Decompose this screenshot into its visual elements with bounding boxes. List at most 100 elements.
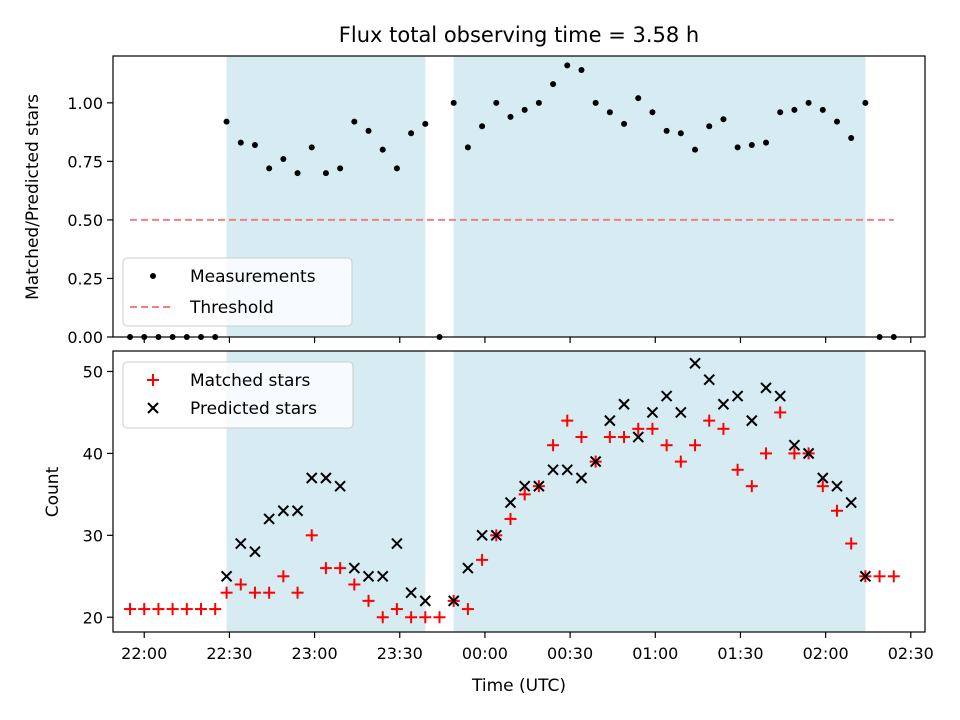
bottom-panel: 20 30 40 50 22:00 22:30 23:00 23:30 00:00 00:30 0…: [43, 350, 934, 696]
measurements-point: [578, 67, 585, 74]
matched-stars-point: [603, 431, 616, 444]
top-y-tick-label: 0.50: [67, 211, 103, 230]
matched-stars-point: [873, 570, 886, 583]
matched-stars-point: [461, 603, 474, 616]
matched-stars-point: [362, 594, 375, 607]
matched-stars-point: [703, 414, 716, 427]
measurements-point: [564, 62, 571, 69]
top-legend-box: [122, 257, 353, 327]
top-y-tick-label: 0.00: [67, 328, 103, 347]
predicted-stars-point: [504, 496, 517, 509]
matched-stars-point: [689, 439, 702, 452]
measurements-point: [493, 99, 500, 106]
measurements-point: [237, 139, 244, 146]
predicted-stars-point: [561, 464, 573, 476]
measurements-point: [337, 165, 344, 172]
matched-stars-point: [195, 603, 208, 616]
bottom-axes-frame: [112, 350, 926, 633]
bottom-y-tick-label: 30: [83, 526, 103, 545]
predicted-stars-point: [419, 595, 432, 607]
predicted-stars-point: [377, 570, 389, 582]
measurements-point: [706, 123, 713, 130]
top-shaded-interval-2: [453, 56, 866, 337]
top-y-axis-ticks: 0.00 0.25 0.50 0.75 1.00: [67, 94, 113, 347]
x-tick-label: 00:30: [547, 644, 593, 663]
matched-stars-point: [816, 480, 829, 493]
matched-stars-point: [405, 611, 418, 624]
predicted-stars-point: [334, 480, 346, 492]
bottom-y-tick-label: 20: [83, 608, 103, 627]
matched-stars-point: [334, 562, 347, 575]
bottom-shaded-intervals: [226, 351, 866, 632]
predicted-stars-point: [831, 480, 843, 492]
measurements-point: [393, 165, 400, 172]
measurements-point: [791, 106, 798, 113]
predicted-stars-point: [405, 586, 417, 599]
matched-stars-point: [291, 586, 304, 599]
bottom-shaded-interval-2: [453, 351, 866, 632]
predicted-stars-point: [306, 472, 318, 484]
matched-stars-point: [234, 578, 247, 591]
predicted-stars-point: [689, 357, 701, 369]
bottom-legend: Matched stars Predicted stars: [122, 361, 354, 429]
predicted-stars-point: [802, 447, 815, 460]
measurements-point: [351, 118, 358, 125]
predicted-stars-point: [646, 406, 659, 419]
bottom-series: [124, 357, 900, 624]
predicted-stars-point: [249, 546, 261, 558]
measurements-point: [677, 130, 684, 137]
predicted-stars-point: [575, 472, 588, 484]
x-axis-label: Time (UTC): [471, 676, 566, 696]
matched-stars-point: [305, 529, 318, 542]
matched-stars-point: [518, 488, 531, 501]
measurements-point: [763, 139, 770, 146]
top-panel: 0.00 0.25 0.50 0.75 1.00 Flux total observin…: [23, 23, 926, 347]
predicted-stars-point: [731, 390, 744, 402]
matched-stars-point: [660, 439, 673, 452]
x-tick-label: 22:30: [206, 644, 252, 663]
measurements-point: [308, 144, 315, 151]
top-x-axis-ticks: [143, 337, 912, 343]
matched-stars-point: [674, 455, 687, 468]
measurements-point: [550, 81, 557, 88]
matched-stars-point: [887, 570, 900, 583]
measurements-point: [819, 106, 826, 113]
measurements-point: [408, 130, 415, 137]
measurements-point: [280, 156, 287, 163]
predicted-stars-point: [632, 431, 644, 443]
measurements-point: [833, 118, 840, 125]
measurements-point: [663, 127, 670, 134]
predicted-stars-point: [774, 390, 786, 402]
bottom-y-tick-label: 40: [83, 444, 103, 463]
measurements-point: [322, 170, 329, 177]
measurements-point: [748, 141, 755, 148]
predicted-stars-point: [277, 505, 290, 517]
matched-stars-point: [166, 603, 179, 616]
matched-stars-point: [774, 406, 787, 419]
x-tick-label: 22:00: [121, 644, 167, 663]
matched-stars-point: [745, 480, 758, 493]
bottom-legend-box: [122, 361, 354, 429]
predicted-stars-point: [235, 537, 247, 550]
matched-stars-point: [788, 447, 801, 460]
matched-stars-point: [632, 422, 645, 435]
matched-stars-point: [561, 414, 574, 427]
matched-stars-point: [433, 611, 446, 624]
measurements-point: [720, 116, 727, 123]
matched-stars-point: [760, 447, 773, 460]
measurements-point: [507, 113, 514, 120]
matched-stars-point: [830, 504, 843, 517]
matched-stars-point: [277, 570, 290, 583]
predicted-stars-point: [518, 480, 531, 492]
predicted-stars-point: [817, 472, 829, 484]
legend-marker-measurements: [150, 273, 156, 279]
matched-stars-point: [476, 553, 489, 566]
legend-marker-matched-stars: [147, 374, 159, 386]
matched-stars-point: [348, 578, 361, 591]
measurements-point: [649, 109, 656, 116]
matched-stars-point: [248, 586, 261, 599]
legend-label-matched-stars: Matched stars: [190, 371, 310, 391]
measurements-point: [464, 144, 471, 151]
predicted-stars-point: [618, 398, 630, 410]
predicted-stars-point: [362, 570, 375, 582]
